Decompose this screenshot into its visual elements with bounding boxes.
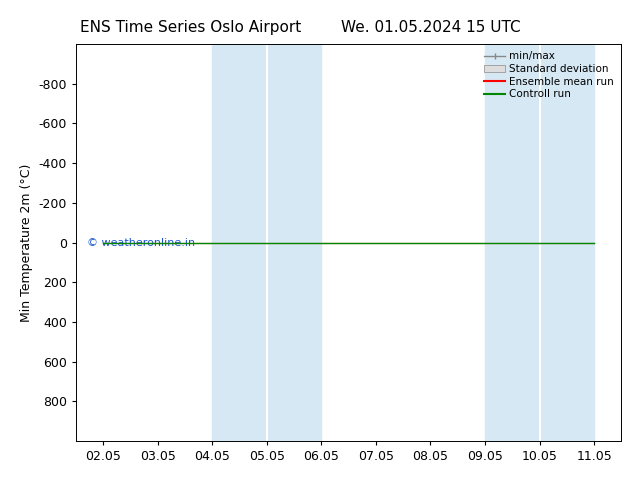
Text: We. 01.05.2024 15 UTC: We. 01.05.2024 15 UTC [341,20,521,35]
Bar [212,44,321,441]
Text: © weatheronline.in: © weatheronline.in [87,238,195,247]
Bar [485,44,594,441]
Legend: min/max, Standard deviation, Ensemble mean run, Controll run: min/max, Standard deviation, Ensemble me… [482,49,616,101]
Text: ENS Time Series Oslo Airport: ENS Time Series Oslo Airport [80,20,301,35]
Y-axis label: Min Temperature 2m (°C): Min Temperature 2m (°C) [20,163,33,322]
